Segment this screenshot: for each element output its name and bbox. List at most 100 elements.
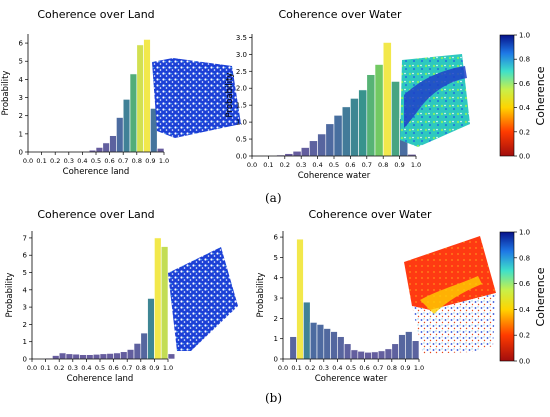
x-tick-label: 0.0	[247, 161, 257, 169]
y-tick-label: 4	[23, 286, 28, 294]
y-tick-label: 0	[274, 356, 278, 364]
x-tick-label: 0.5	[329, 161, 339, 169]
x-tick-label: 0.6	[359, 364, 369, 372]
histogram-bar	[102, 142, 110, 153]
y-tick-label: 2.5	[236, 68, 247, 76]
x-tick-label: 0.4	[332, 364, 342, 372]
histogram-bar	[143, 39, 151, 153]
x-tick-label: 0.7	[122, 364, 132, 372]
y-tick-label: 5	[19, 58, 23, 66]
x-tick-label: 0.7	[373, 364, 383, 372]
y-tick-label: 2	[274, 315, 278, 323]
colorbar-tick-label: 0.6	[519, 280, 531, 288]
histogram-bar	[337, 336, 345, 360]
y-tick-label: 2	[19, 112, 23, 120]
histogram-bar	[129, 73, 138, 153]
y-axis-label: Probability	[256, 273, 266, 318]
y-tick-label: 5	[274, 254, 278, 262]
x-tick-label: 0.9	[149, 364, 159, 372]
x-tick-label: 0.4	[77, 157, 87, 165]
colorbar-tick-label: 0.6	[519, 80, 531, 88]
histogram-bar	[384, 348, 393, 360]
x-tick-label: 1.0	[411, 161, 421, 169]
histogram-bar	[106, 353, 114, 360]
y-tick-label: 3.5	[236, 34, 247, 42]
histogram-bar	[391, 343, 399, 360]
y-tick-label: 3	[23, 304, 27, 312]
y-tick-label: 0	[19, 149, 23, 157]
y-tick-label: 1	[19, 130, 23, 138]
histogram-bar	[330, 331, 338, 360]
histogram-bar	[95, 147, 104, 153]
x-axis-label: Coherence land	[63, 167, 130, 177]
histogram-bar	[120, 351, 128, 360]
histogram-bar	[92, 354, 101, 360]
x-tick-label: 0.6	[345, 161, 355, 169]
x-tick-label: 0.3	[64, 157, 74, 165]
histogram-bar	[411, 340, 420, 360]
histogram-bar	[122, 99, 131, 153]
y-tick-label: 6	[274, 234, 279, 242]
y-tick-label: 2	[23, 321, 27, 329]
x-tick-label: 0.0	[27, 364, 37, 372]
histogram-bar	[140, 332, 148, 360]
coherence-map-land-b	[168, 247, 238, 351]
x-tick-label: 0.8	[387, 364, 397, 372]
x-tick-label: 0.4	[312, 161, 322, 169]
y-tick-label: 0.0	[236, 153, 247, 161]
x-axis-label: Coherence land	[67, 374, 134, 384]
y-tick-label: 3.0	[236, 51, 247, 59]
y-tick-label: 0	[23, 356, 27, 364]
histogram-bar	[79, 354, 87, 360]
x-tick-label: 0.1	[40, 364, 50, 372]
chart-title: Coherence over Land	[37, 208, 154, 221]
subfigure-label-b: (b)	[265, 391, 283, 405]
histogram-bar	[366, 74, 376, 157]
y-tick-label: 4	[19, 76, 24, 84]
y-tick-label: 2.0	[236, 85, 247, 93]
histogram-bar	[341, 106, 351, 157]
x-tick-label: 0.5	[95, 364, 105, 372]
colorbar-tick-label: 0.0	[519, 153, 530, 161]
chart-water-a: Coherence over Water 0.0 0.1 0.2 0.3 0.4 0.5 0.…	[225, 8, 421, 181]
histogram-bar	[303, 301, 311, 360]
colorbar-tick-label: 1.0	[519, 229, 530, 237]
y-tick-label: 4	[274, 274, 279, 282]
y-tick-label: 7	[23, 234, 27, 242]
coherence-map-water-b-lower	[412, 293, 496, 354]
chart-title: Coherence over Water	[278, 8, 402, 21]
colorbar-top-ticks: 0.0 0.2 0.4 0.6 0.8 1.0	[514, 32, 531, 161]
y-tick-label: 6	[19, 40, 24, 48]
x-tick-label: 0.7	[362, 161, 372, 169]
colorbar-bottom-ticks: 0.0 0.2 0.4 0.6 0.8 1.0	[514, 229, 531, 366]
colorbar-bottom-label: Coherence	[534, 267, 547, 326]
histogram-bar	[371, 351, 379, 360]
subfigure-label-a: (a)	[265, 191, 282, 205]
histogram-bar	[398, 334, 406, 360]
colorbar-tick-label: 0.8	[519, 254, 530, 262]
water-channel-b	[420, 276, 482, 314]
histogram-bar	[377, 350, 386, 360]
colorbar-tick-label: 0.0	[519, 358, 530, 366]
colorbar-tick-label: 0.8	[519, 56, 530, 64]
histogram-bar	[58, 352, 67, 360]
histogram-bar	[52, 355, 60, 360]
colorbar-tick-label: 0.2	[519, 128, 530, 136]
histogram-bar	[343, 343, 352, 360]
x-tick-label: 0.2	[305, 364, 315, 372]
y-axis-label: Probability	[225, 73, 235, 118]
histogram-bar	[325, 123, 335, 157]
histogram-bar	[136, 44, 144, 153]
colorbar-top	[499, 34, 515, 157]
x-tick-label: 1.0	[163, 364, 173, 372]
y-tick-label: 1	[23, 338, 27, 346]
histogram-bar	[309, 140, 318, 157]
histogram-bar	[86, 354, 94, 360]
histogram-bar	[156, 148, 165, 153]
x-tick-label: 0.6	[108, 364, 118, 372]
histogram-bar	[374, 64, 384, 157]
y-tick-label: 6	[23, 252, 28, 260]
x-axis-label: Coherence water	[315, 374, 388, 384]
histogram-bar	[160, 246, 169, 360]
